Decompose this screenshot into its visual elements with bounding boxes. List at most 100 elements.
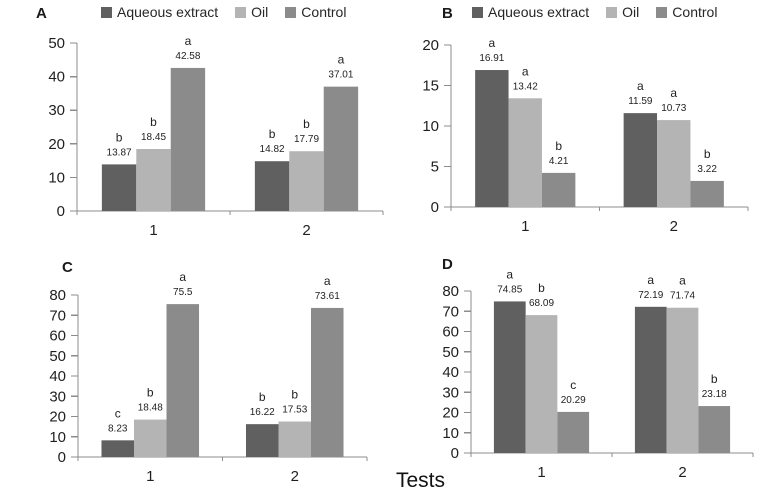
bar-control-2 <box>311 307 344 457</box>
legend-item-aqueous: Aqueous extract <box>101 4 218 20</box>
value-label: 16.22 <box>250 407 275 418</box>
sig-letter-label: a <box>647 273 654 287</box>
x-tick-label: 2 <box>302 222 310 239</box>
sig-letter-label: a <box>338 53 345 67</box>
legend-label: Control <box>301 4 347 20</box>
y-tick-label: 50 <box>49 348 66 365</box>
panel-label-c: C <box>62 259 73 276</box>
value-label: 16.91 <box>479 53 504 64</box>
x-tick-label: 1 <box>146 468 154 485</box>
x-tick-label: 1 <box>537 464 545 481</box>
bar-oil-2 <box>278 421 312 457</box>
bar-control-2 <box>698 406 731 453</box>
sig-letter-label: a <box>679 274 686 288</box>
y-tick-label: 30 <box>49 388 66 405</box>
legend-item-aqueous: Aqueous extract <box>472 4 589 20</box>
value-label: 42.58 <box>175 51 200 62</box>
sig-letter-label: b <box>704 147 711 161</box>
plot-area-a: 0 10 20 30 40 50 1 2 13.87 b 18.45 b 42.58 a 14.82 b 17.… <box>0 0 386 251</box>
y-tick-label: 0 <box>431 199 439 216</box>
bar-control-1 <box>541 172 576 207</box>
y-tick-label: 80 <box>442 283 459 300</box>
bar-aqueous-extract-2 <box>623 113 658 207</box>
bar-oil-1 <box>525 315 558 453</box>
y-tick-label: 15 <box>422 78 439 95</box>
sig-letter-label: a <box>488 36 495 50</box>
sig-letter-label: b <box>116 130 123 144</box>
bar-aqueous-extract-2 <box>245 424 279 457</box>
sig-letter-label: a <box>506 267 513 281</box>
bar-control-1 <box>170 67 206 211</box>
legend-swatch-icon <box>285 6 297 18</box>
bar-chart-C: 0 10 20 30 40 50 60 70 80 1 2 8.23 c 18.48 b 75.5 a 16.22… <box>49 270 368 485</box>
legend-swatch-icon <box>472 6 483 18</box>
y-tick-label: 10 <box>49 429 66 446</box>
value-label: 13.42 <box>513 81 538 92</box>
bar-control-1 <box>166 304 200 457</box>
chart-panel-a: A Aqueous extract Oil Control 0 10 20 30 40 5… <box>0 0 386 251</box>
value-label: 4.21 <box>549 156 569 167</box>
value-label: 68.09 <box>529 298 554 309</box>
bar-oil-1 <box>136 149 171 211</box>
sig-letter-label: a <box>522 64 529 78</box>
sig-letter-label: b <box>269 127 276 141</box>
y-tick-label: 30 <box>48 102 65 119</box>
legend-swatch-icon <box>235 6 247 18</box>
sig-letter-label: a <box>670 86 677 100</box>
y-tick-label: 20 <box>48 136 65 153</box>
y-tick-label: 50 <box>48 35 65 52</box>
x-tick-label: 2 <box>291 468 299 485</box>
sig-letter-label: b <box>150 115 157 129</box>
panel-label-a: A <box>36 5 47 22</box>
legend-item-oil: Oil <box>606 4 639 20</box>
bar-aqueous-extract-1 <box>493 301 526 453</box>
legend-swatch-icon <box>101 6 112 18</box>
y-tick-label: 70 <box>49 307 66 324</box>
legend: Aqueous extract Oil Control <box>101 4 346 20</box>
bar-oil-2 <box>289 151 324 211</box>
sig-letter-label: b <box>555 139 562 153</box>
value-label: 20.29 <box>561 395 586 406</box>
sig-letter-label: a <box>324 274 331 288</box>
y-tick-label: 10 <box>442 425 459 442</box>
y-tick-label: 10 <box>48 169 65 186</box>
value-label: 18.48 <box>138 403 163 414</box>
value-label: 8.23 <box>108 423 128 434</box>
value-label: 17.79 <box>294 134 319 145</box>
y-tick-label: 20 <box>49 409 66 426</box>
bar-oil-1 <box>508 98 542 207</box>
y-tick-label: 40 <box>442 364 459 381</box>
sig-letter-label: b <box>259 390 266 404</box>
sig-letter-label: b <box>147 386 154 400</box>
bar-aqueous-extract-1 <box>475 70 509 208</box>
value-label: 37.01 <box>328 70 353 81</box>
y-tick-label: 0 <box>57 203 65 220</box>
chart-panel-d: D 0 10 20 30 40 50 60 70 80 1 2 74.85 a 68.09 b 20.29 c 7… <box>386 251 772 502</box>
y-tick-label: 40 <box>48 69 65 86</box>
sig-letter-label: b <box>538 281 545 295</box>
plot-area-b: 0 5 10 15 20 1 2 16.91 a 13.42 a 4.21 b 11.59 a 10.73 a 3… <box>386 0 772 251</box>
y-tick-label: 50 <box>442 344 459 361</box>
sig-letter-label: b <box>711 372 718 386</box>
panel-label-d: D <box>442 256 453 273</box>
legend-label: Oil <box>622 4 640 20</box>
plot-area-d: 0 10 20 30 40 50 60 70 80 1 2 74.85 a 68.09 b 20.29 c 72.… <box>386 251 772 502</box>
legend-label: Control <box>672 4 718 20</box>
bar-aqueous-extract-1 <box>101 440 134 457</box>
legend-label: Aqueous extract <box>117 4 219 20</box>
sig-letter-label: c <box>115 406 121 420</box>
legend-item-oil: Oil <box>235 4 268 20</box>
value-label: 10.73 <box>661 103 686 114</box>
y-tick-label: 0 <box>58 449 66 466</box>
bar-control-2 <box>690 180 724 207</box>
bar-control-1 <box>557 411 590 453</box>
y-tick-label: 60 <box>49 328 66 345</box>
sig-letter-label: a <box>179 270 186 284</box>
sig-letter-label: b <box>303 117 310 131</box>
legend: Aqueous extract Oil Control <box>472 4 717 20</box>
bar-control-2 <box>323 86 359 211</box>
sig-letter-label: c <box>570 378 576 392</box>
value-label: 75.5 <box>173 287 193 298</box>
legend-label: Oil <box>251 4 269 20</box>
y-tick-label: 5 <box>431 159 439 176</box>
